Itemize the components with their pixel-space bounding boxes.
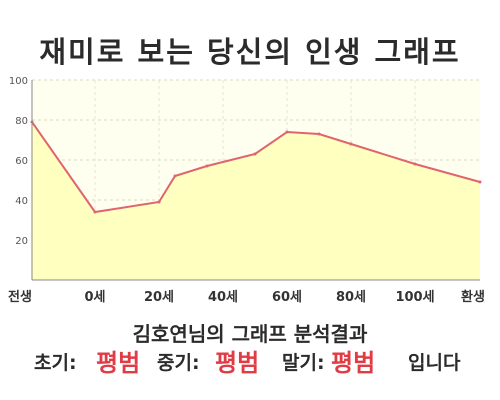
y-tick-labels: 100 80 60 40 20 — [9, 76, 28, 247]
x-tick-label: 20세 — [144, 290, 174, 305]
result-subtitle: 김호연님의 그래프 분석결과 — [132, 322, 368, 346]
data-point-20세 — [157, 200, 161, 204]
data-points — [30, 120, 482, 214]
data-point-환생 — [478, 180, 482, 184]
result-late-value-text: 평범 — [331, 349, 376, 377]
result-early-value-text: 평범 — [96, 349, 141, 377]
life-graph-chart: 100 80 60 40 20 전생 0세 20세 40세 60세 80세 100세 환생 — [8, 76, 485, 305]
result-mid-label: 중기: — [157, 352, 200, 374]
result-late-label: 말기: — [282, 352, 325, 374]
y-tick-label: 100 — [9, 76, 28, 87]
result-mid-value: 평범 — [215, 346, 259, 380]
x-tick-labels: 전생 0세 20세 40세 60세 80세 100세 환생 — [8, 289, 485, 305]
x-tick-label: 40세 — [208, 290, 238, 305]
y-tick-label: 40 — [15, 196, 28, 207]
result-early-label: 초기: — [34, 352, 77, 374]
result-mid-value-text: 평범 — [215, 349, 260, 377]
data-point-80세 — [349, 142, 353, 146]
data-point-70세 — [317, 132, 321, 136]
data-point-100세 — [413, 162, 417, 166]
y-tick-label: 20 — [15, 236, 28, 247]
x-tick-label: 0세 — [84, 290, 105, 305]
data-point-25세 — [173, 174, 177, 178]
x-tick-label: 100세 — [395, 290, 434, 305]
life-area-fill — [32, 122, 480, 280]
result-late-value: 평범 — [331, 346, 375, 380]
result-early-value: 평범 — [96, 346, 140, 380]
page-title: 재미로 보는 당신의 인생 그래프 — [39, 35, 461, 69]
y-tick-label: 60 — [15, 156, 28, 167]
data-point-35세 — [205, 164, 209, 168]
data-point-50세 — [253, 152, 257, 156]
result-suffix: 입니다 — [408, 352, 461, 374]
x-tick-label: 전생 — [8, 289, 32, 305]
x-tick-label: 80세 — [336, 290, 366, 305]
data-point-0세 — [93, 210, 97, 214]
x-tick-label: 환생 — [461, 289, 485, 305]
data-point-60세 — [285, 130, 289, 134]
x-tick-label: 60세 — [272, 290, 302, 305]
y-tick-label: 80 — [15, 116, 28, 127]
